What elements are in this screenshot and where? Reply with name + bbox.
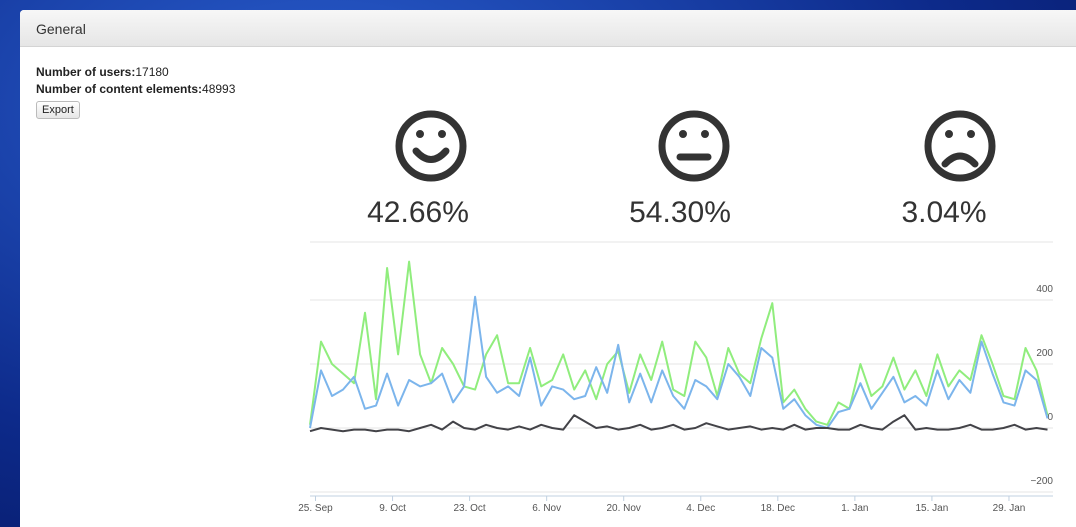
x-tick-label: 4. Dec bbox=[686, 503, 715, 514]
stat: Number of content elements:48993 bbox=[36, 82, 235, 96]
x-tick-label: 9. Oct bbox=[379, 503, 406, 514]
stat-label: Number of users: bbox=[36, 65, 136, 79]
face-icons bbox=[395, 110, 996, 182]
panel-header: General bbox=[20, 10, 1076, 47]
stat-label: Number of content elements: bbox=[36, 82, 203, 96]
panel-title: General bbox=[36, 21, 86, 37]
stat-value: 48993 bbox=[202, 82, 236, 96]
stat: Number of users:17180 bbox=[36, 65, 169, 79]
x-tick-label: 15. Jan bbox=[916, 503, 949, 514]
series-line bbox=[309, 414, 1048, 433]
happy-face bbox=[395, 110, 467, 182]
y-tick-label: 200 bbox=[1036, 348, 1053, 359]
x-tick-label: 23. Oct bbox=[453, 503, 485, 514]
export-button[interactable]: Export bbox=[36, 101, 80, 119]
series-line bbox=[309, 260, 1049, 426]
panel: General Number of users:17180 Number of … bbox=[20, 10, 1076, 527]
y-tick-label: 400 bbox=[1036, 284, 1053, 295]
series-line bbox=[309, 295, 1049, 429]
x-tick-label: 20. Nov bbox=[606, 503, 640, 514]
x-tick-label: 29. Jan bbox=[993, 503, 1026, 514]
x-tick-label: 25. Sep bbox=[298, 503, 333, 514]
x-tick-label: 18. Dec bbox=[761, 503, 795, 514]
y-tick-label: −200 bbox=[1030, 476, 1053, 487]
x-tick-label: 1. Jan bbox=[841, 503, 868, 514]
x-tick-label: 6. Nov bbox=[532, 503, 561, 514]
y-tick-label: 0 bbox=[1047, 412, 1053, 423]
sentiment-percent: 54.30% bbox=[629, 196, 731, 229]
sad-face bbox=[924, 110, 996, 182]
stat-value: 17180 bbox=[135, 65, 169, 79]
sentiment-percent: 3.04% bbox=[901, 196, 987, 229]
sentiment-percent: 42.66% bbox=[367, 196, 469, 229]
neutral-face bbox=[658, 110, 730, 182]
